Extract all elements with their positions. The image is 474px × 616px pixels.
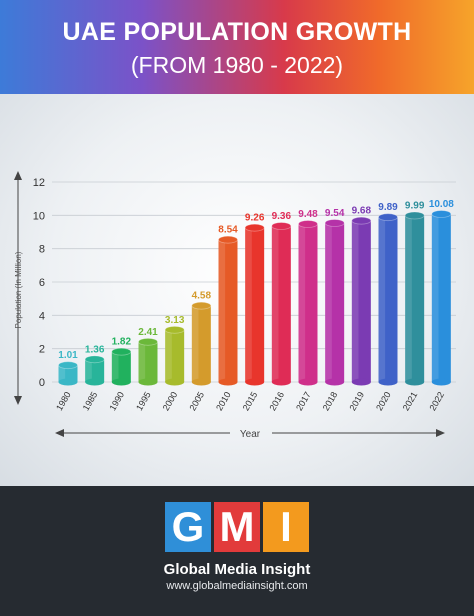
value-label: 9.68 (352, 206, 372, 217)
chart-panel: 0 2 4 6 8 10 12 1.01 1.36 1.82 2.41 3.13 4.58 8.54 9.… (0, 94, 474, 486)
value-label: 9.54 (325, 208, 345, 219)
logo-letter-i: I (263, 502, 309, 552)
bar (244, 223, 265, 386)
bar (404, 211, 425, 386)
bar (84, 355, 105, 386)
bar (191, 301, 212, 386)
bar (378, 213, 398, 386)
value-label: 8.54 (218, 225, 238, 236)
header-banner: UAE POPULATION GROWTH (FROM 1980 - 2022) (0, 0, 474, 94)
bar (351, 216, 372, 386)
chart-title: UAE POPULATION GROWTH (62, 18, 412, 46)
x-tick-label: 2019 (347, 390, 366, 412)
logo-letter-g: G (165, 502, 211, 552)
x-tick-labels: 1980 1985 1990 1995 2000 2005 2010 2015 2016 2017… (54, 390, 446, 412)
bars (58, 210, 452, 386)
x-tick-label: 2020 (374, 390, 393, 412)
axes-arrows (14, 171, 445, 437)
value-label: 4.58 (192, 291, 212, 302)
value-label: 9.26 (245, 213, 265, 224)
x-tick-label: 1995 (134, 390, 153, 412)
population-bar-chart: 0 2 4 6 8 10 12 1.01 1.36 1.82 2.41 3.13 4.58 8.54 9.… (14, 171, 456, 440)
x-tick-label: 2015 (241, 390, 260, 412)
value-labels: 1.01 1.36 1.82 2.41 3.13 4.58 8.54 9.26 9.36 9.48… (58, 199, 454, 361)
y-tick-labels: 0 2 4 6 8 10 12 (33, 177, 45, 389)
y-axis-label: Population (In Million) (14, 251, 23, 328)
x-tick-label: 2005 (187, 390, 206, 412)
bar (271, 222, 292, 386)
bar (218, 235, 238, 386)
x-axis-label: Year (240, 429, 261, 440)
x-tick-label: 1985 (81, 390, 100, 412)
y-tick-label: 4 (39, 310, 45, 322)
x-tick-label: 2016 (267, 390, 286, 412)
value-label: 1.82 (112, 337, 132, 348)
x-tick-label: 2022 (427, 390, 446, 412)
bar (164, 325, 185, 386)
value-label: 9.89 (378, 202, 398, 213)
x-tick-label: 2018 (321, 390, 340, 412)
bar (431, 210, 452, 386)
bar (138, 337, 158, 386)
y-axis-arrow (14, 171, 22, 405)
x-tick-label: 2021 (401, 390, 420, 412)
y-tick-label: 10 (33, 210, 45, 222)
y-tick-label: 12 (33, 177, 45, 189)
value-label: 3.13 (165, 315, 185, 326)
gmi-logo: G M I (165, 502, 309, 552)
bar (58, 361, 78, 386)
value-label: 2.41 (138, 327, 158, 338)
value-label: 9.48 (298, 209, 318, 220)
y-tick-label: 2 (39, 344, 45, 356)
x-tick-label: 2000 (161, 390, 180, 412)
value-label: 1.36 (85, 344, 105, 355)
website-url: www.globalmediainsight.com (166, 580, 308, 592)
x-tick-label: 2017 (294, 390, 313, 412)
brand-name: Global Media Insight (163, 561, 311, 578)
x-axis-arrow (55, 429, 445, 437)
x-tick-label: 1990 (107, 390, 126, 412)
logo-letter-m: M (214, 502, 260, 552)
value-label: 9.99 (405, 201, 425, 212)
y-tick-label: 8 (39, 244, 45, 256)
value-label: 9.36 (272, 211, 292, 222)
y-tick-label: 6 (39, 277, 45, 289)
value-label: 10.08 (429, 199, 454, 210)
bar (298, 220, 318, 386)
bar (324, 219, 345, 386)
bar (111, 347, 132, 386)
x-tick-label: 1980 (54, 390, 73, 412)
value-label: 1.01 (58, 350, 78, 361)
chart-subtitle: (FROM 1980 - 2022) (130, 52, 344, 78)
y-tick-label: 0 (39, 377, 45, 389)
x-tick-label: 2010 (214, 390, 233, 412)
